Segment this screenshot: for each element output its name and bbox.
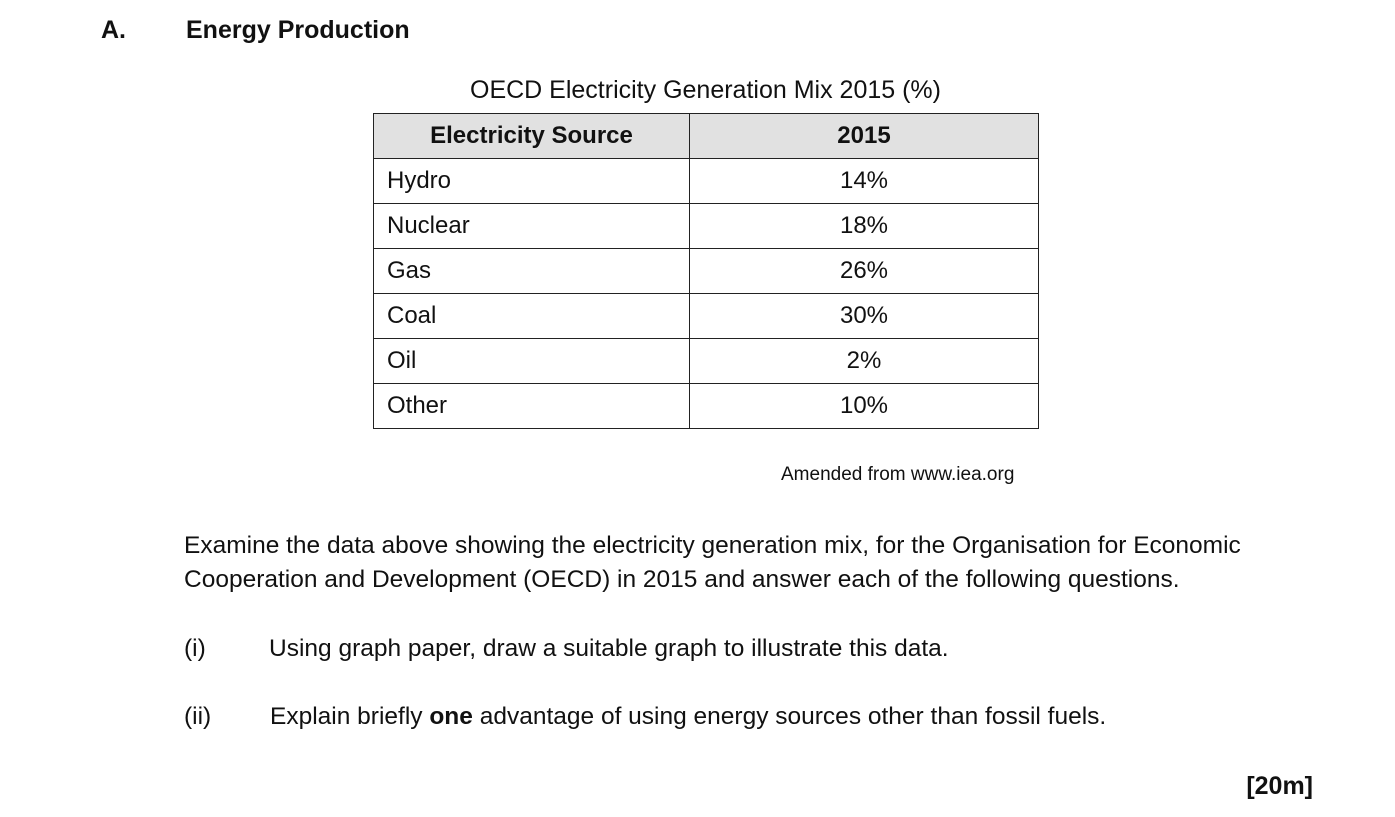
question-number: (ii) bbox=[184, 703, 212, 730]
table-row: Oil 2% bbox=[373, 338, 1039, 384]
question-number: (i) bbox=[184, 635, 206, 662]
cell-source: Nuclear bbox=[373, 203, 690, 249]
table-caption: OECD Electricity Generation Mix 2015 (%) bbox=[470, 76, 941, 104]
cell-value: 10% bbox=[689, 383, 1039, 429]
table-row: Gas 26% bbox=[373, 248, 1039, 294]
cell-value: 30% bbox=[689, 293, 1039, 339]
column-header-source: Electricity Source bbox=[373, 113, 690, 159]
table-row: Other 10% bbox=[373, 383, 1039, 429]
table-header-row: Electricity Source 2015 bbox=[373, 113, 1039, 159]
section-title: Energy Production bbox=[186, 16, 410, 44]
question-text-end: advantage of using energy sources other … bbox=[472, 703, 1107, 730]
generation-mix-table: Electricity Source 2015 Hydro 14% Nuclea… bbox=[373, 113, 1039, 429]
cell-value: 18% bbox=[689, 203, 1039, 249]
cell-source: Gas bbox=[373, 248, 690, 294]
table-row: Nuclear 18% bbox=[373, 203, 1039, 249]
table-row: Hydro 14% bbox=[373, 158, 1039, 204]
cell-source: Oil bbox=[373, 338, 690, 384]
marks-allocation: [20m] bbox=[1246, 772, 1313, 800]
question-text: Using graph paper, draw a suitable graph… bbox=[269, 635, 949, 662]
table-row: Coal 30% bbox=[373, 293, 1039, 339]
cell-value: 2% bbox=[689, 338, 1039, 384]
cell-source: Coal bbox=[373, 293, 690, 339]
question-text-start: Explain briefly bbox=[270, 703, 430, 730]
cell-value: 26% bbox=[689, 248, 1039, 294]
column-header-year: 2015 bbox=[689, 113, 1039, 159]
source-note: Amended from www.iea.org bbox=[781, 464, 1015, 485]
cell-value: 14% bbox=[689, 158, 1039, 204]
question-emphasis: one bbox=[429, 703, 473, 730]
instructions-paragraph: Examine the data above showing the elect… bbox=[184, 532, 1241, 593]
section-letter: A. bbox=[101, 16, 126, 44]
question-text: Explain briefly one advantage of using e… bbox=[270, 700, 1106, 734]
cell-source: Hydro bbox=[373, 158, 690, 204]
cell-source: Other bbox=[373, 383, 690, 429]
